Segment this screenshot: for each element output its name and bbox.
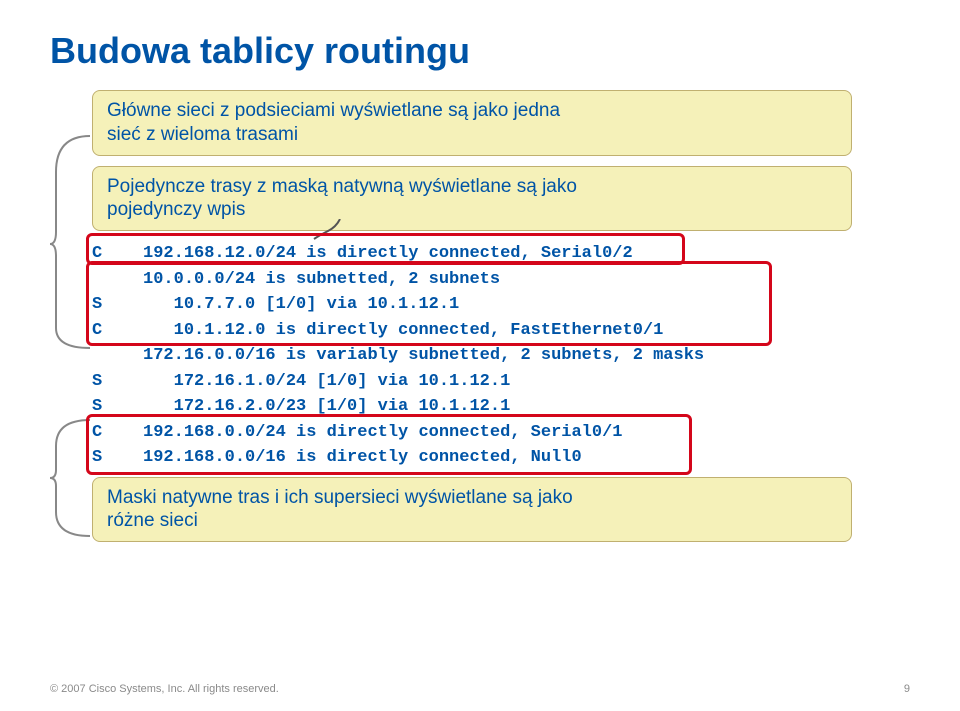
route-line-8: C 192.168.0.0/24 is directly connected, … xyxy=(92,420,910,446)
footer-page: 9 xyxy=(904,683,910,695)
callout-3-line1: Maski natywne tras i ich supersieci wyśw… xyxy=(107,487,573,508)
callout-2: Pojedyncze trasy z maską natywną wyświet… xyxy=(92,166,852,232)
route-line-9: S 192.168.0.0/16 is directly connected, … xyxy=(92,445,910,471)
callout-1-line1: Główne sieci z podsieciami wyświetlane s… xyxy=(107,100,560,121)
route-line-3: S 10.7.7.0 [1/0] via 10.1.12.1 xyxy=(92,292,910,318)
route-line-4: C 10.1.12.0 is directly connected, FastE… xyxy=(92,318,910,344)
routing-table: C 192.168.12.0/24 is directly connected,… xyxy=(92,241,910,471)
route-line-1: C 192.168.12.0/24 is directly connected,… xyxy=(92,241,910,267)
callout-2-line1: Pojedyncze trasy z maską natywną wyświet… xyxy=(107,176,577,197)
route-line-7: S 172.16.2.0/23 [1/0] via 10.1.12.1 xyxy=(92,394,910,420)
route-line-2: 10.0.0.0/24 is subnetted, 2 subnets xyxy=(92,267,910,293)
footer-copyright: © 2007 Cisco Systems, Inc. All rights re… xyxy=(50,683,279,695)
route-line-6: S 172.16.1.0/24 [1/0] via 10.1.12.1 xyxy=(92,369,910,395)
slide: Budowa tablicy routingu Główne sieci z p… xyxy=(0,0,960,711)
route-line-5: 172.16.0.0/16 is variably subnetted, 2 s… xyxy=(92,343,910,369)
callout-3: Maski natywne tras i ich supersieci wyśw… xyxy=(92,477,852,543)
callout-1: Główne sieci z podsieciami wyświetlane s… xyxy=(92,90,852,156)
footer: © 2007 Cisco Systems, Inc. All rights re… xyxy=(50,683,910,695)
callout-1-line2: sieć z wieloma trasami xyxy=(107,124,298,145)
page-title: Budowa tablicy routingu xyxy=(50,30,910,72)
callout-3-line2: różne sieci xyxy=(107,510,198,531)
callout-2-line2: pojedynczy wpis xyxy=(107,199,245,220)
